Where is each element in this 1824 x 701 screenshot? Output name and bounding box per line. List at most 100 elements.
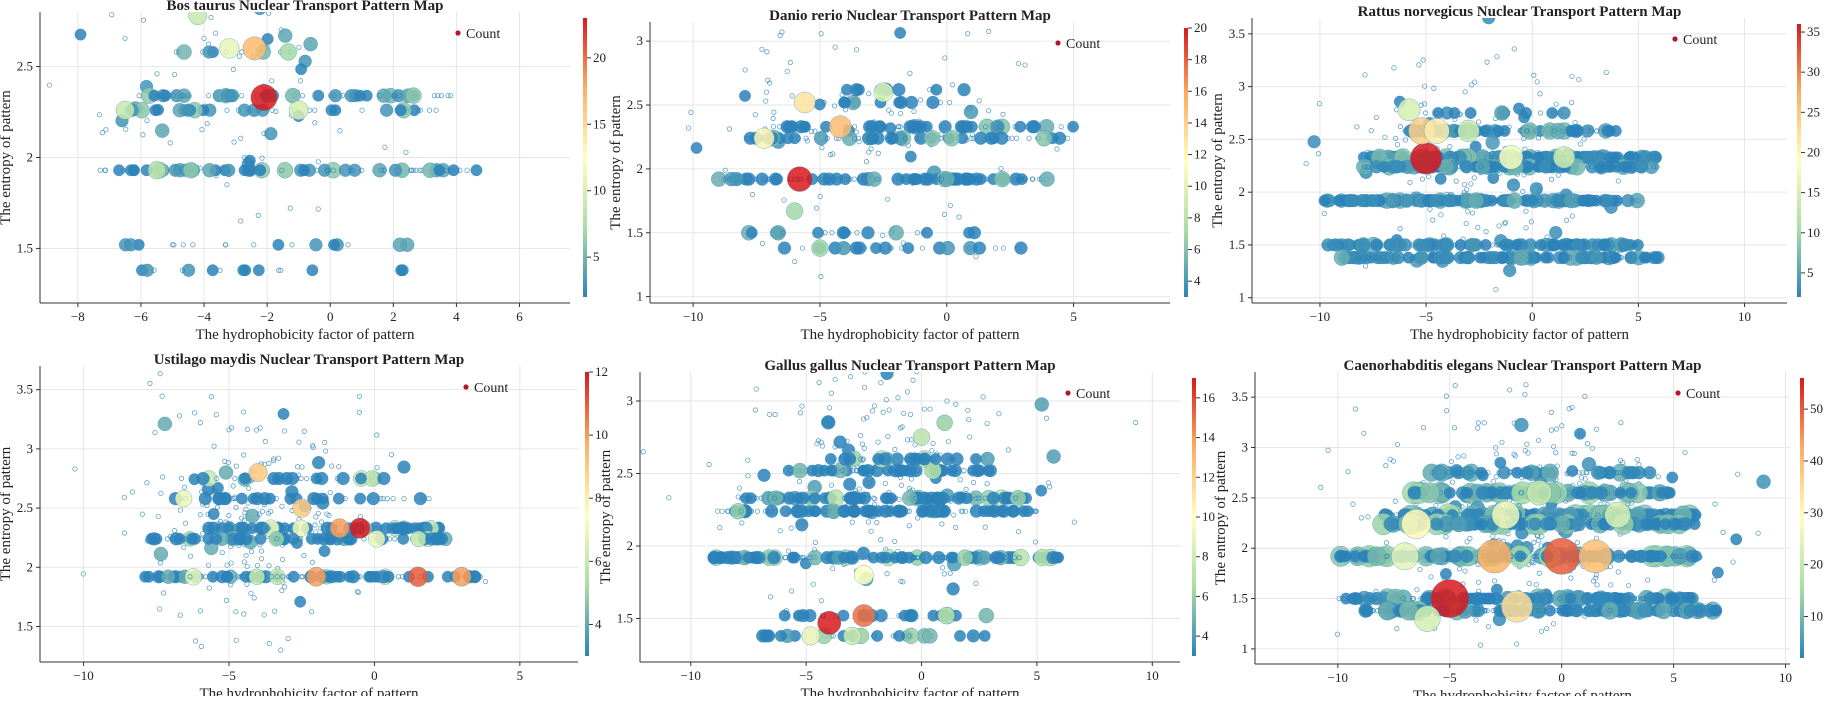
colorbar	[585, 372, 589, 656]
data-point	[1609, 583, 1613, 587]
data-point	[178, 613, 182, 617]
data-point	[158, 371, 162, 375]
data-point	[231, 67, 235, 71]
data-point	[397, 265, 408, 276]
data-point	[237, 54, 241, 58]
data-point	[1384, 463, 1388, 467]
data-point	[768, 595, 772, 599]
data-point	[853, 84, 864, 95]
data-point	[1363, 264, 1367, 268]
data-point	[812, 240, 829, 257]
y-tick-label: 3	[637, 33, 644, 48]
legend-marker	[463, 384, 468, 389]
data-point	[1506, 193, 1522, 209]
data-point	[1475, 426, 1479, 430]
data-point	[253, 265, 264, 276]
data-point	[239, 219, 243, 223]
data-point	[711, 172, 726, 187]
data-point	[307, 567, 326, 586]
data-point	[414, 492, 427, 505]
subplot-title: Gallus gallus Nuclear Transport Pattern …	[764, 358, 1055, 374]
data-point	[242, 612, 246, 616]
y-tick-label: 1.5	[617, 611, 633, 626]
data-point	[471, 165, 482, 176]
data-point	[1450, 480, 1454, 484]
data-point	[768, 551, 781, 564]
x-tick-label: 0	[327, 309, 334, 324]
data-point	[448, 165, 459, 176]
data-point	[1458, 120, 1480, 142]
data-point	[808, 550, 823, 565]
data-point	[254, 428, 258, 432]
data-point	[994, 171, 1010, 187]
data-point	[155, 124, 169, 138]
data-point	[940, 172, 955, 187]
data-point	[207, 265, 218, 276]
data-point	[297, 440, 301, 444]
data-point	[251, 84, 277, 110]
data-point	[245, 564, 249, 568]
data-point	[1429, 194, 1442, 207]
data-point	[193, 639, 197, 643]
data-point	[174, 533, 185, 544]
data-point	[391, 496, 395, 500]
data-point	[859, 505, 870, 516]
data-point	[1581, 125, 1594, 138]
data-point	[878, 537, 882, 541]
data-point	[1444, 409, 1448, 413]
data-point	[686, 126, 690, 130]
legend-label: Count	[474, 381, 508, 396]
data-point	[1539, 629, 1543, 633]
data-point	[872, 404, 876, 408]
data-point	[926, 96, 939, 109]
data-point	[1564, 218, 1568, 222]
y-tick-label: 2.5	[617, 466, 633, 481]
data-point	[402, 496, 406, 500]
data-point	[293, 499, 311, 517]
data-point	[246, 522, 257, 533]
data-point	[393, 537, 397, 541]
data-point	[1367, 547, 1386, 566]
data-point	[286, 472, 299, 485]
x-tick-label: 2	[390, 309, 397, 324]
data-point	[269, 531, 284, 546]
data-point	[377, 472, 390, 485]
data-point	[1463, 569, 1467, 573]
data-point	[191, 243, 195, 247]
data-point	[1644, 592, 1657, 605]
data-point	[853, 242, 866, 255]
data-point	[1444, 535, 1448, 539]
data-point	[771, 116, 775, 120]
legend-marker	[1065, 390, 1070, 395]
data-point	[1570, 125, 1581, 136]
y-tick-label: 2.5	[17, 500, 33, 515]
data-point	[974, 255, 978, 259]
data-point	[1621, 161, 1632, 172]
data-point	[316, 207, 320, 211]
data-point	[1535, 239, 1546, 250]
data-point	[1421, 425, 1425, 429]
data-point	[161, 570, 175, 584]
data-point	[794, 92, 815, 113]
data-point	[829, 391, 833, 395]
data-point	[971, 464, 984, 477]
data-point	[946, 440, 950, 444]
data-point	[1500, 440, 1504, 444]
data-point	[248, 493, 259, 504]
data-point	[893, 447, 897, 451]
data-point	[800, 404, 804, 408]
data-point	[881, 410, 885, 414]
data-point	[691, 142, 702, 153]
y-axis-label: The entropy of pattern	[608, 95, 624, 230]
data-point	[255, 533, 266, 544]
x-tick-label: −10	[681, 668, 701, 683]
data-point	[1476, 421, 1480, 425]
data-point	[264, 493, 275, 504]
data-point	[1683, 450, 1687, 454]
data-point	[1463, 90, 1467, 94]
data-point	[822, 416, 835, 429]
subplot-title: Bos taurus Nuclear Transport Pattern Map	[166, 0, 443, 14]
data-point	[290, 243, 294, 247]
data-point	[1393, 136, 1397, 140]
colorbar-tick-label: 12	[595, 364, 608, 379]
